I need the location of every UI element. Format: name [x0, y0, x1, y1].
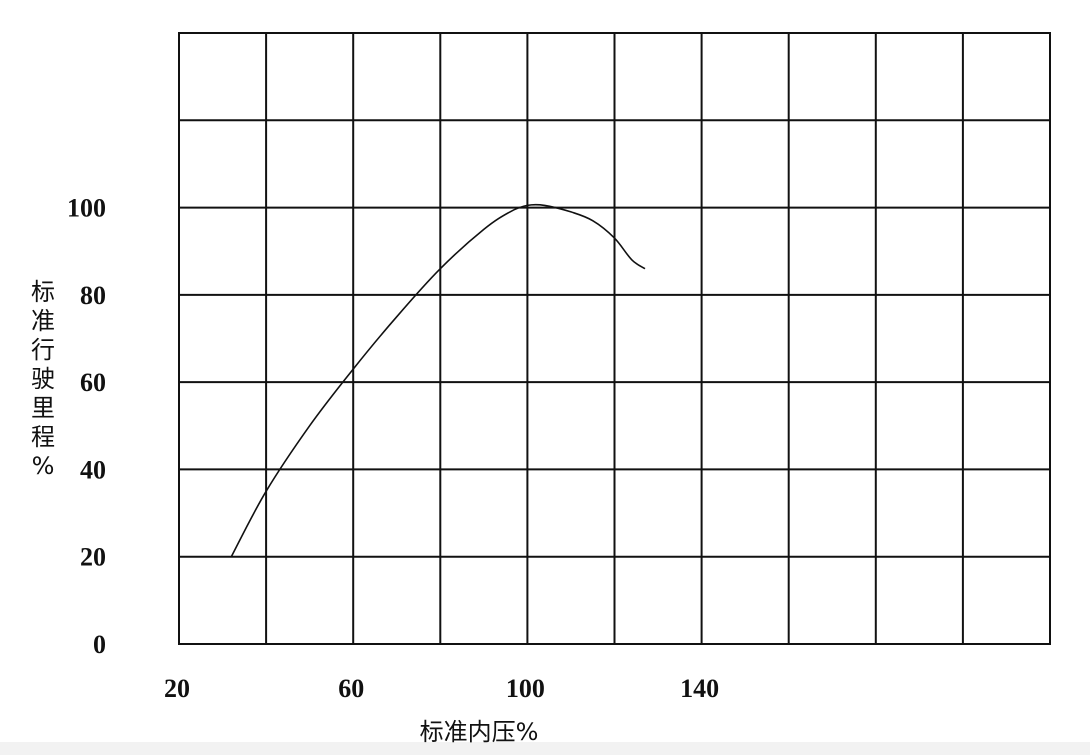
y-tick-label: 80	[80, 281, 106, 310]
plot-frame	[178, 32, 1051, 645]
x-tick-label: 20	[164, 674, 190, 703]
y-tick-label: 0	[93, 630, 106, 659]
bottom-bar	[0, 742, 1090, 755]
x-tick-label: 140	[680, 674, 719, 703]
y-tick-label: 60	[80, 368, 106, 397]
x-tick-label: 60	[338, 674, 364, 703]
series-line	[230, 203, 646, 558]
curve-layer	[230, 203, 646, 558]
x-tick-labels: 20 60 100 140	[164, 674, 719, 703]
y-axis-title: 标准行驶里程%	[31, 278, 55, 480]
y-tick-label: 100	[67, 194, 106, 223]
y-tick-labels: 0 20 40 60 80 100	[67, 194, 106, 659]
y-axis-title-text: 标准行驶里程%	[31, 278, 55, 480]
x-axis-title: 标准内压%	[420, 718, 539, 746]
y-tick-label: 20	[80, 543, 106, 572]
x-tick-label: 100	[506, 674, 545, 703]
y-tick-label: 40	[80, 455, 106, 484]
grid	[179, 33, 1050, 644]
